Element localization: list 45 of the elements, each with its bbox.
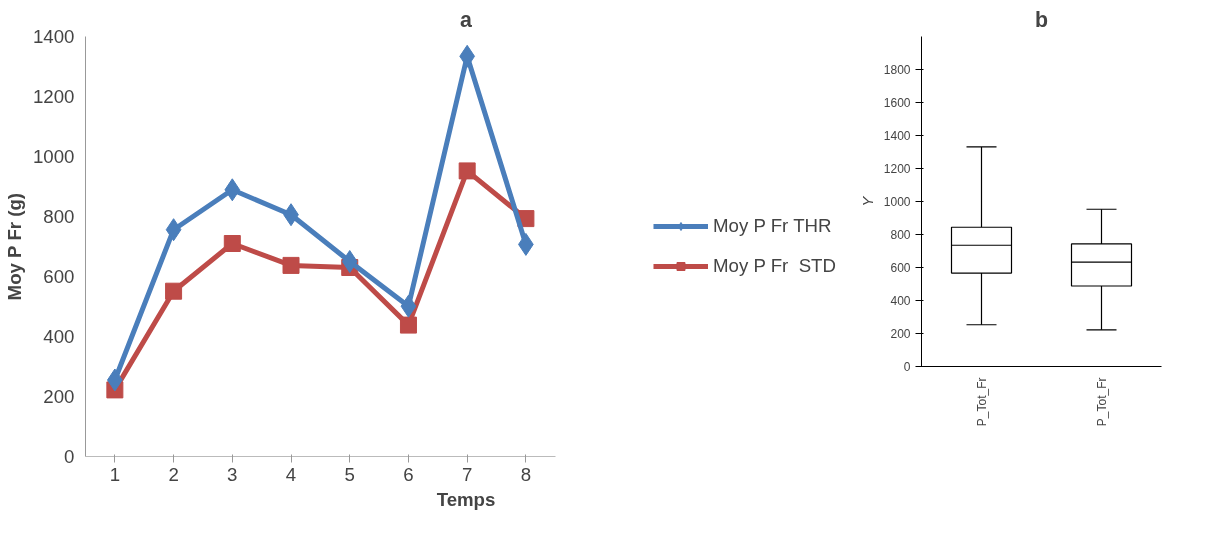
- y-tick-label: 200: [890, 327, 911, 341]
- point: [341, 250, 358, 273]
- point: [399, 316, 417, 334]
- point: [165, 282, 183, 300]
- x-tick-label: P_Tot_Fr: [1094, 377, 1109, 427]
- y-tick-label: 1000: [33, 146, 75, 167]
- chart-title: b: [1034, 7, 1049, 32]
- point: [282, 256, 300, 274]
- y-tick-label: 800: [43, 206, 75, 227]
- point: [400, 294, 417, 318]
- x-tick-label: 5: [344, 463, 355, 485]
- legend-label: Moy P Fr STD: [712, 255, 836, 277]
- x-tick-label: 6: [403, 463, 414, 485]
- y-tick-label: 600: [890, 261, 911, 275]
- y-tick-label: 0: [64, 446, 75, 467]
- x-tick-label: 8: [520, 463, 532, 485]
- y-tick-label: 800: [890, 228, 911, 242]
- y-axis-title: Y: [859, 195, 876, 207]
- y-tick-label: 1200: [33, 86, 75, 107]
- point: [224, 178, 241, 202]
- chart-title: a: [460, 7, 473, 32]
- y-tick-label: 0: [903, 360, 911, 374]
- point: [459, 44, 476, 68]
- legend-label: Moy P Fr THR: [712, 215, 832, 237]
- y-tick-label: 600: [43, 266, 75, 287]
- x-tick-label: 7: [461, 463, 473, 485]
- y-tick-label: 1000: [883, 195, 911, 209]
- point: [223, 235, 241, 252]
- y-tick-label: 1800: [883, 63, 911, 77]
- y-tick-label: 400: [890, 294, 911, 308]
- y-tick-label: 1400: [33, 26, 75, 47]
- point: [458, 162, 476, 180]
- y-tick-label: 1400: [883, 129, 911, 143]
- y-tick-label: 1600: [883, 96, 911, 110]
- y-axis-title: Moy P Fr (g): [4, 192, 25, 301]
- y-tick-label: 200: [43, 386, 75, 407]
- x-tick-label: 3: [227, 463, 238, 485]
- point: [165, 218, 182, 242]
- x-tick-label: 2: [168, 463, 179, 485]
- y-tick-label: 1200: [883, 162, 911, 176]
- x-tick-label: 1: [109, 463, 121, 485]
- x-tick-label: 4: [285, 463, 297, 485]
- x-tick-label: P_Tot_Fr: [974, 377, 989, 427]
- x-axis-title: Temps: [436, 488, 496, 510]
- y-tick-label: 400: [43, 326, 75, 347]
